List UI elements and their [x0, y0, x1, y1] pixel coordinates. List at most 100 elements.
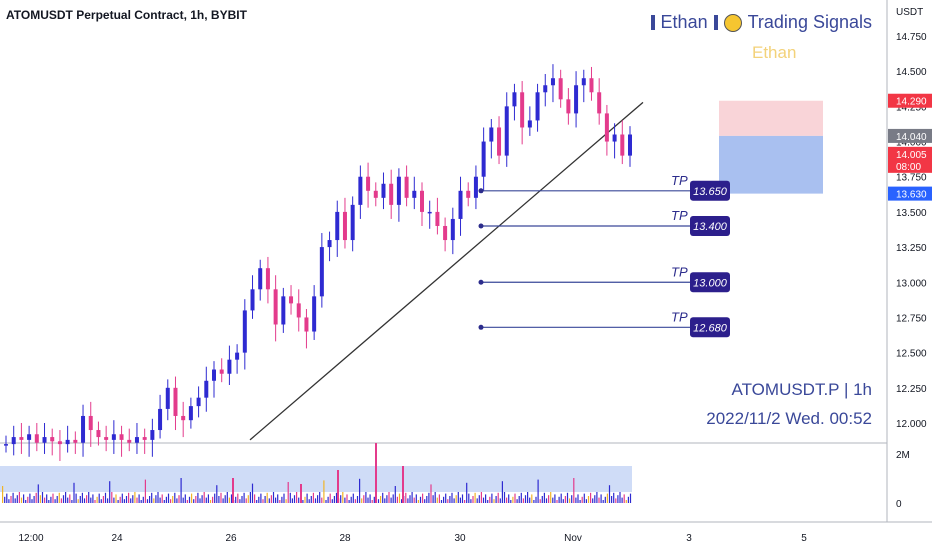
- volume-bar: [182, 497, 184, 503]
- tp-anchor[interactable]: [478, 279, 484, 285]
- volume-bar: [493, 499, 495, 503]
- position-zone[interactable]: [719, 100, 823, 194]
- time-axis[interactable]: 12:00 24 26 28 30 Nov 3 5: [18, 533, 807, 544]
- tp-anchor[interactable]: [478, 324, 484, 330]
- price-tick: 13.750: [896, 173, 927, 184]
- trendline[interactable]: [249, 101, 644, 441]
- volume-bar: [314, 498, 317, 503]
- volume-bar: [359, 478, 361, 503]
- volume-bar: [4, 496, 6, 503]
- volume-bar: [275, 497, 277, 503]
- tp-badge[interactable]: [690, 215, 730, 236]
- volume-bar: [350, 496, 352, 503]
- volume-bar: [31, 499, 33, 503]
- candle-body: [404, 176, 409, 198]
- stop-loss-zone[interactable]: [719, 100, 823, 136]
- volume-bar: [329, 493, 331, 503]
- volume-bar: [621, 497, 623, 503]
- volume-bar: [426, 496, 428, 503]
- volume-spike: [232, 478, 234, 503]
- volume-bar: [527, 492, 529, 503]
- candle-body: [443, 225, 448, 241]
- price-tick: 12.500: [896, 349, 927, 360]
- volume-bar: [543, 492, 545, 503]
- volume-bar: [506, 497, 508, 503]
- volume-bar: [592, 498, 594, 503]
- price-label-value: 14.290: [896, 97, 927, 108]
- price-label-tag[interactable]: [888, 128, 932, 143]
- volume-ma-band: [0, 466, 632, 492]
- support-trendline[interactable]: [249, 101, 644, 441]
- price-label-tag[interactable]: [888, 146, 932, 173]
- volume-bar: [514, 493, 516, 503]
- volume-bar: [220, 492, 222, 503]
- volume-bar: [342, 492, 344, 503]
- volume-bar: [20, 497, 23, 503]
- price-tick: 12.250: [896, 384, 927, 395]
- brand-signals: Trading Signals: [747, 12, 872, 32]
- volume-bar: [197, 492, 199, 503]
- volume-bar: [394, 486, 396, 503]
- tp-label: TP: [671, 173, 688, 188]
- volume-bar: [436, 497, 438, 503]
- price-axis[interactable]: USDT 14.750 14.500 14.250 14.000 13.750 13.500…: [888, 7, 932, 430]
- brand-name: Ethan: [660, 12, 708, 32]
- volume-bar: [174, 492, 176, 503]
- volume-bar: [390, 497, 392, 503]
- tp-anchor[interactable]: [478, 188, 484, 194]
- volume-bar: [476, 498, 478, 503]
- candle-body: [134, 437, 139, 443]
- price-label-tag[interactable]: [888, 186, 932, 201]
- volume-bar: [447, 499, 449, 503]
- volume-bar: [104, 492, 107, 503]
- volume-bar: [577, 494, 579, 503]
- candle-body: [381, 183, 386, 198]
- volume-bar: [539, 499, 541, 503]
- volume-bar: [510, 500, 512, 503]
- candle-body: [158, 408, 163, 431]
- volume-bar: [627, 496, 629, 503]
- volume-bar: [58, 492, 60, 503]
- volume-bar: [98, 493, 100, 503]
- volume-bar: [306, 493, 308, 503]
- volume-bar: [466, 482, 468, 503]
- volume-bar: [566, 492, 569, 503]
- volume-bar: [2, 486, 4, 503]
- price-label-tag[interactable]: [888, 93, 932, 108]
- volume-bar: [319, 492, 321, 503]
- volume-bar: [451, 492, 453, 503]
- candle-body: [520, 92, 525, 128]
- tp-badge[interactable]: [690, 272, 730, 293]
- volume-bar: [134, 492, 136, 503]
- volume-bar: [90, 497, 92, 503]
- volume-bar: [411, 492, 413, 503]
- tp-value: 13.000: [693, 277, 728, 289]
- volume-bar: [445, 493, 447, 503]
- tp-badge[interactable]: [690, 317, 730, 338]
- volume-bar: [203, 492, 205, 503]
- candle-body: [458, 190, 463, 219]
- candle-body: [466, 190, 471, 198]
- volume-bar: [8, 499, 10, 503]
- tp-anchor[interactable]: [478, 223, 484, 229]
- volume-bar: [155, 495, 157, 503]
- volume-bar: [79, 496, 81, 503]
- time-tick: 5: [801, 533, 807, 544]
- volume-bar: [256, 500, 258, 503]
- volume-bar: [333, 496, 335, 503]
- volume-bar: [153, 498, 155, 503]
- candle-body: [73, 439, 78, 443]
- tp-badge[interactable]: [690, 180, 730, 201]
- volume-bar: [422, 493, 424, 503]
- volume-bar: [413, 497, 415, 503]
- volume-bar: [461, 494, 464, 503]
- volume-bar: [625, 500, 627, 503]
- profit-zone[interactable]: [719, 135, 823, 194]
- volume-bar: [230, 494, 233, 503]
- volume-bar: [212, 496, 214, 503]
- take-profit-lines[interactable]: TP 13.650 TP 13.400 TP 13.000 TP 12.680: [478, 173, 731, 338]
- price-label-value: 13.630: [896, 190, 927, 201]
- volume-bar: [216, 485, 218, 503]
- volume-bar: [161, 494, 163, 503]
